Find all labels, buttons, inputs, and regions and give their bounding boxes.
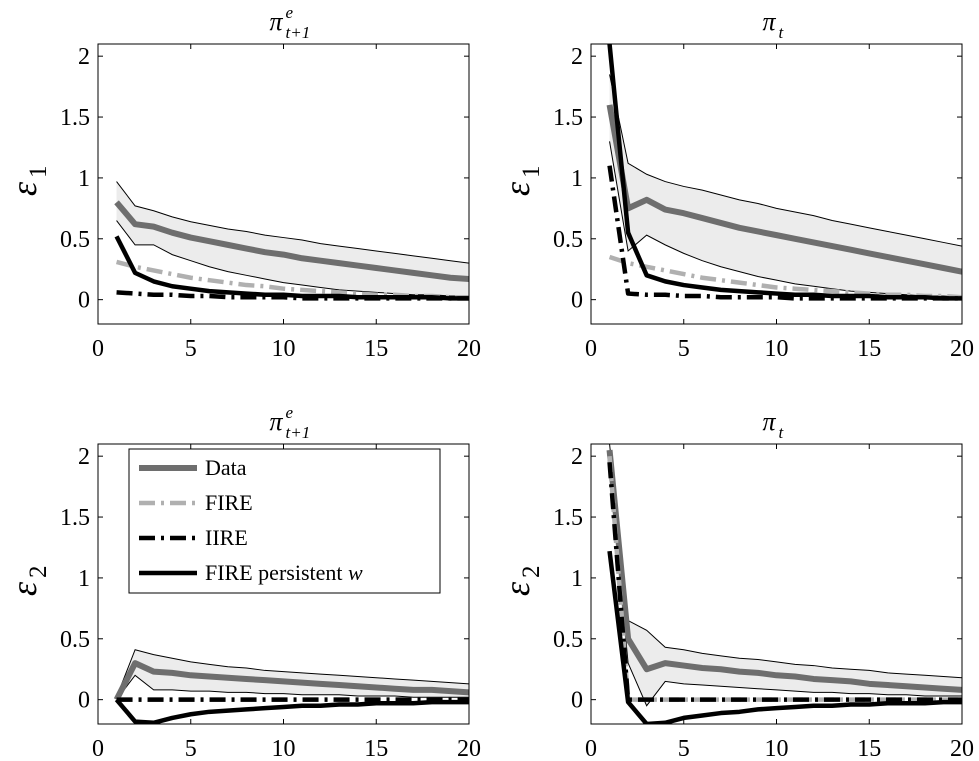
x-tick-label: 5 [678, 736, 690, 761]
x-tick-label: 15 [364, 336, 388, 362]
y-tick-label: 1 [78, 166, 90, 192]
x-tick-label: 15 [364, 736, 388, 761]
y-label-subscript: 2 [25, 566, 52, 579]
y-tick-label: 2 [78, 44, 90, 70]
panel-title: π [270, 407, 284, 436]
y-label-main: ε [4, 181, 44, 196]
y-tick-label: 1 [571, 166, 583, 192]
series-fire [115, 259, 469, 300]
y-axis-label: ε2 [4, 566, 52, 597]
panel-title: π [763, 7, 777, 36]
plot-area [114, 181, 469, 301]
series-fire [608, 254, 962, 300]
band-upper-line [609, 444, 962, 679]
y-label-subscript: 2 [518, 566, 545, 579]
x-tick-label: 15 [857, 736, 881, 761]
series-data [113, 660, 469, 702]
series-iire [607, 462, 962, 702]
band-lower-line [116, 674, 469, 700]
legend-label: IIRE [205, 525, 248, 550]
y-tick-label: 1.5 [60, 105, 90, 131]
y-tick-label: 0.5 [553, 227, 583, 253]
y-axis-label: ε2 [497, 566, 545, 597]
band-upper-line [609, 74, 962, 247]
series-fire-persistent-w [607, 550, 962, 724]
y-tick-label: 1.5 [553, 505, 583, 531]
x-tick-label: 20 [457, 336, 481, 362]
series-fire-persistent-w [114, 235, 469, 301]
x-tick-label: 0 [585, 336, 597, 362]
plot-area [113, 649, 469, 724]
x-tick-label: 5 [185, 336, 197, 362]
confidence-band [609, 444, 962, 706]
y-tick-label: 2 [78, 444, 90, 470]
plot-area [606, 444, 962, 724]
y-axis-label: ε1 [497, 166, 545, 197]
y-tick-label: 0 [571, 688, 583, 714]
confidence-band [609, 74, 962, 298]
band-lower-line [609, 141, 962, 298]
series-data [606, 449, 962, 693]
series-fire-persistent-w [607, 44, 962, 301]
x-tick-label: 5 [678, 336, 690, 362]
x-tick-label: 20 [457, 736, 481, 761]
y-tick-label: 1 [571, 566, 583, 592]
x-tick-label: 5 [185, 736, 197, 761]
band-lower-line [609, 468, 962, 707]
panel-title-subscript: t [779, 423, 785, 442]
legend-label: Data [205, 455, 247, 480]
x-tick-label: 10 [765, 736, 789, 761]
series-fire [607, 456, 962, 702]
panel-title-subscript: t+1 [286, 423, 311, 442]
y-label-main: ε [4, 581, 44, 596]
y-label-subscript: 1 [518, 166, 545, 179]
panel-title-subscript: t+1 [286, 23, 311, 42]
y-label-subscript: 1 [25, 166, 52, 179]
panel-title-subscript: t [779, 23, 785, 42]
x-tick-label: 0 [585, 736, 597, 761]
y-tick-label: 2 [571, 44, 583, 70]
panel-title: π [763, 407, 777, 436]
x-tick-label: 0 [92, 736, 104, 761]
y-tick-label: 0.5 [60, 627, 90, 653]
legend: Data FIRE IIRE FIRE persistent w [128, 448, 441, 594]
band-upper-line [116, 649, 469, 698]
x-tick-label: 15 [857, 336, 881, 362]
y-tick-label: 1.5 [553, 105, 583, 131]
y-tick-label: 1.5 [60, 505, 90, 531]
series-fire-persistent-w [114, 698, 469, 724]
y-tick-label: 2 [571, 444, 583, 470]
x-tick-label: 20 [950, 336, 974, 362]
y-tick-label: 0 [78, 688, 90, 714]
x-tick-label: 10 [272, 336, 296, 362]
x-tick-label: 10 [765, 336, 789, 362]
y-tick-label: 1 [78, 566, 90, 592]
legend-label: FIRE [205, 490, 253, 515]
y-label-main: ε [497, 181, 537, 196]
x-tick-label: 20 [950, 736, 974, 761]
y-tick-label: 0 [571, 288, 583, 314]
x-tick-label: 10 [272, 736, 296, 761]
panel-title-superscript: e [286, 3, 294, 22]
series-data [114, 200, 469, 282]
panel-title: π [270, 7, 284, 36]
legend-label: FIRE persistent w [205, 560, 363, 585]
y-tick-label: 0.5 [60, 227, 90, 253]
band-upper-line [116, 181, 469, 264]
x-tick-label: 0 [92, 336, 104, 362]
legend-box [128, 448, 441, 594]
series-data [606, 104, 962, 275]
plot-area [606, 44, 962, 301]
band-lower-line [116, 220, 469, 297]
y-tick-label: 0 [78, 288, 90, 314]
panel-title-superscript: e [286, 403, 294, 422]
y-axis-label: ε1 [4, 166, 52, 197]
y-tick-label: 0.5 [553, 627, 583, 653]
y-label-main: ε [497, 581, 537, 596]
